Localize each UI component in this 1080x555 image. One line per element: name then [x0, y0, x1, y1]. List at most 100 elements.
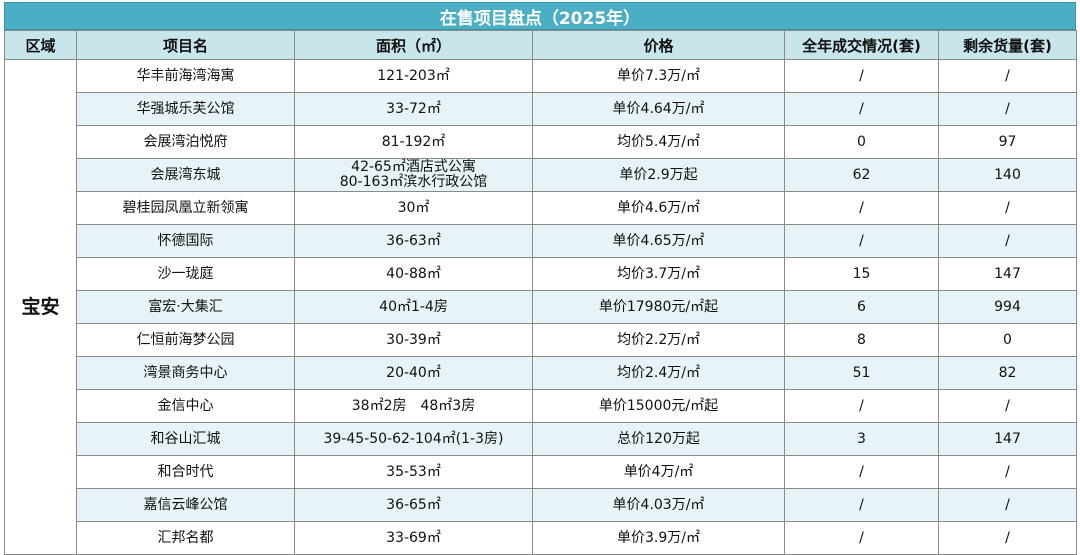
annual-sales-cell: 62 [784, 158, 939, 192]
annual-sales-cell: / [784, 521, 939, 555]
projects-table: 区域 项目名 面积（㎡） 价格 全年成交情况(套) 剩余货量(套) 宝安 华丰前海… [4, 30, 1077, 555]
region-cell: 宝安 [4, 59, 77, 555]
annual-sales-cell: 15 [784, 257, 939, 291]
header-price: 价格 [532, 30, 785, 60]
annual-sales-cell: / [784, 488, 939, 522]
annual-sales-cell: / [784, 389, 939, 423]
table-row: 汇邦名都 33-69㎡ 单价3.9万/㎡ / / [5, 521, 1077, 555]
area-line: 30㎡ [397, 199, 430, 216]
project-name-cell: 嘉信云峰公馆 [76, 488, 295, 522]
price-cell: 单价4万/㎡ [532, 455, 785, 489]
table-row: 富宏·大集汇 40㎡1-4房 单价17980元/㎡起 6 994 [5, 290, 1077, 324]
remaining-stock-cell: / [938, 224, 1077, 258]
area-cell: 42-65㎡酒店式公寓 80-163㎡滨水行政公馆 [294, 158, 533, 192]
area-cell: 20-40㎡ [294, 356, 533, 390]
table-row: 沙一珑庭 40-88㎡ 均价3.7万/㎡ 15 147 [5, 257, 1077, 291]
remaining-stock-cell: / [938, 92, 1077, 126]
project-name-cell: 碧桂园凤凰立新领寓 [76, 191, 295, 225]
table-row: 和合时代 35-53㎡ 单价4万/㎡ / / [5, 455, 1077, 489]
project-name-cell: 会展湾东城 [76, 158, 295, 192]
table-row: 碧桂园凤凰立新领寓 30㎡ 单价4.6万/㎡ / / [5, 191, 1077, 225]
remaining-stock-cell: / [938, 191, 1077, 225]
annual-sales-cell: 3 [784, 422, 939, 456]
remaining-stock-cell: 82 [938, 356, 1077, 390]
project-name-cell: 金信中心 [76, 389, 295, 423]
price-cell: 单价4.6万/㎡ [532, 191, 785, 225]
area-cell: 36-63㎡ [294, 224, 533, 258]
remaining-stock-cell: 147 [938, 422, 1077, 456]
price-cell: 单价4.64万/㎡ [532, 92, 785, 126]
area-line: 40㎡1-4房 [379, 298, 448, 315]
annual-sales-cell: 6 [784, 290, 939, 324]
area-line: 40-88㎡ [386, 265, 441, 282]
area-cell: 33-69㎡ [294, 521, 533, 555]
area-cell: 121-203㎡ [294, 59, 533, 93]
price-cell: 单价4.03万/㎡ [532, 488, 785, 522]
table-row: 华强城乐芙公馆 33-72㎡ 单价4.64万/㎡ / / [5, 92, 1077, 126]
project-name-cell: 仁恒前海梦公园 [76, 323, 295, 357]
area-line: 35-53㎡ [386, 463, 441, 480]
table-body: 宝安 华丰前海湾海寓 121-203㎡ 单价7.3万/㎡ / / 华强城乐芙公馆 33-72㎡… [4, 59, 1077, 555]
area-line: 33-72㎡ [386, 100, 441, 117]
project-name-cell: 湾景商务中心 [76, 356, 295, 390]
project-name-cell: 和谷山汇城 [76, 422, 295, 456]
project-name-cell: 沙一珑庭 [76, 257, 295, 291]
area-line: 38㎡2房 48㎡3房 [351, 397, 476, 414]
price-cell: 单价4.65万/㎡ [532, 224, 785, 258]
table-row: 怀德国际 36-63㎡ 单价4.65万/㎡ / / [5, 224, 1077, 258]
area-line: 121-203㎡ [377, 67, 450, 84]
table-row: 湾景商务中心 20-40㎡ 均价2.4万/㎡ 51 82 [5, 356, 1077, 390]
area-line: 30-39㎡ [386, 331, 441, 348]
header-region: 区域 [4, 30, 77, 60]
area-line: 42-65㎡酒店式公寓 [351, 159, 476, 175]
remaining-stock-cell: 147 [938, 257, 1077, 291]
table-row: 宝安 华丰前海湾海寓 121-203㎡ 单价7.3万/㎡ / / [4, 59, 1077, 555]
project-name-cell: 汇邦名都 [76, 521, 295, 555]
area-line: 81-192㎡ [381, 133, 446, 150]
annual-sales-cell: 51 [784, 356, 939, 390]
remaining-stock-cell: 994 [938, 290, 1077, 324]
project-name-cell: 华丰前海湾海寓 [76, 59, 295, 93]
remaining-stock-cell: / [938, 389, 1077, 423]
header-row: 区域 项目名 面积（㎡） 价格 全年成交情况(套) 剩余货量(套) [4, 30, 1077, 60]
price-cell: 均价2.2万/㎡ [532, 323, 785, 357]
area-line: 80-163㎡滨水行政公馆 [339, 174, 488, 190]
header-remaining-stock: 剩余货量(套) [938, 30, 1077, 60]
project-name-cell: 怀德国际 [76, 224, 295, 258]
table-row: 金信中心 38㎡2房 48㎡3房 单价15000元/㎡起 / / [5, 389, 1077, 423]
area-cell: 30-39㎡ [294, 323, 533, 357]
annual-sales-cell: / [784, 455, 939, 489]
area-cell: 35-53㎡ [294, 455, 533, 489]
remaining-stock-cell: / [938, 488, 1077, 522]
area-cell: 38㎡2房 48㎡3房 [294, 389, 533, 423]
table-title: 在售项目盘点（2025年） [4, 2, 1076, 30]
price-cell: 总价120万起 [532, 422, 785, 456]
project-name-cell: 会展湾泊悦府 [76, 125, 295, 159]
price-cell: 均价3.7万/㎡ [532, 257, 785, 291]
annual-sales-cell: / [784, 191, 939, 225]
area-line: 36-65㎡ [386, 496, 441, 513]
annual-sales-cell: 0 [784, 125, 939, 159]
remaining-stock-cell: 140 [938, 158, 1077, 192]
project-name-cell: 富宏·大集汇 [76, 290, 295, 324]
price-cell: 均价2.4万/㎡ [532, 356, 785, 390]
remaining-stock-cell: 97 [938, 125, 1077, 159]
area-line: 33-69㎡ [386, 529, 441, 546]
price-cell: 均价5.4万/㎡ [532, 125, 785, 159]
table-row: 嘉信云峰公馆 36-65㎡ 单价4.03万/㎡ / / [5, 488, 1077, 522]
area-cell: 40-88㎡ [294, 257, 533, 291]
price-cell: 单价15000元/㎡起 [532, 389, 785, 423]
table-row: 会展湾东城 42-65㎡酒店式公寓 80-163㎡滨水行政公馆 单价2.9万起 62 14… [5, 158, 1077, 192]
area-cell: 39-45-50-62-104㎡(1-3房) [294, 422, 533, 456]
table-row: 仁恒前海梦公园 30-39㎡ 均价2.2万/㎡ 8 0 [5, 323, 1077, 357]
annual-sales-cell: / [784, 59, 939, 93]
area-cell: 30㎡ [294, 191, 533, 225]
annual-sales-cell: 8 [784, 323, 939, 357]
area-line: 36-63㎡ [386, 232, 441, 249]
header-area: 面积（㎡） [294, 30, 533, 60]
header-project-name: 项目名 [76, 30, 295, 60]
annual-sales-cell: / [784, 224, 939, 258]
table-row: 会展湾泊悦府 81-192㎡ 均价5.4万/㎡ 0 97 [5, 125, 1077, 159]
area-cell: 40㎡1-4房 [294, 290, 533, 324]
